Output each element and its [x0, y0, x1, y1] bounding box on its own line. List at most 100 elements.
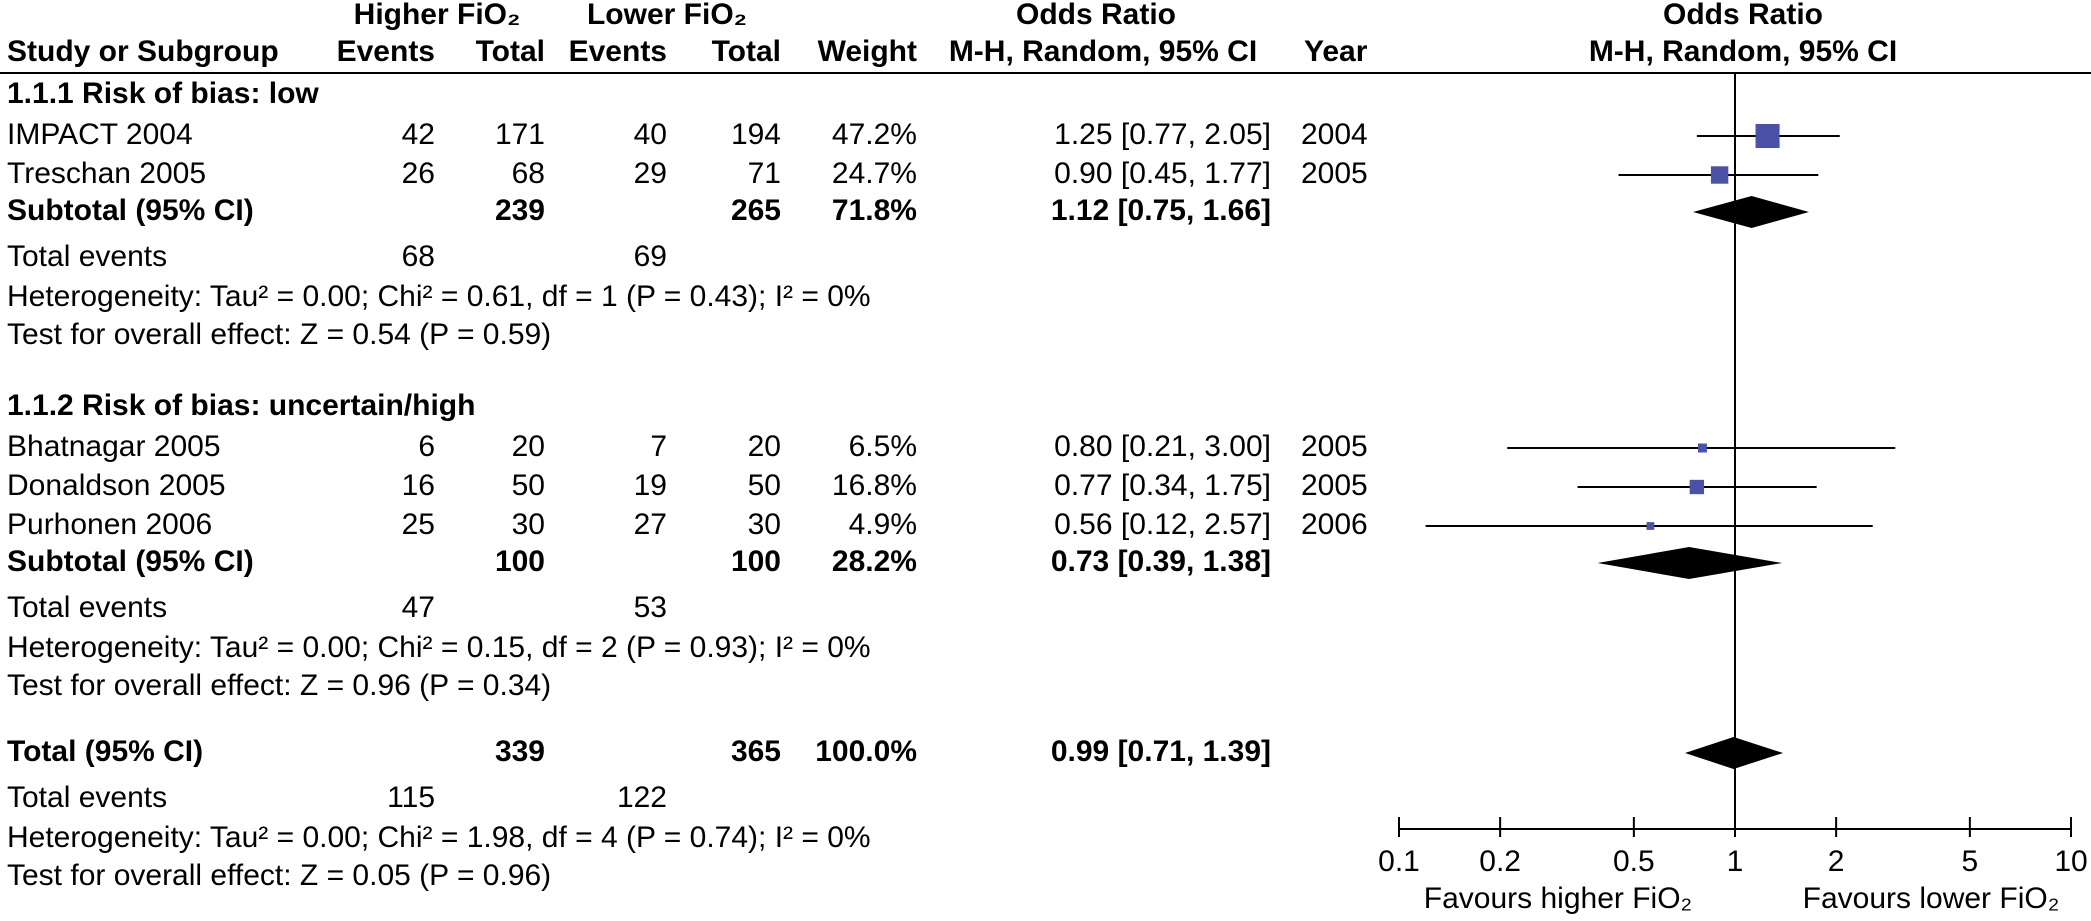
events: 6 [418, 430, 435, 463]
odds-ratio: 0.77 [0.34, 1.75] [1054, 469, 1271, 502]
effect-header: Odds Ratio [1016, 0, 1176, 31]
study-name: Donaldson 2005 [7, 469, 226, 502]
pooled-diamond [1693, 196, 1809, 228]
year: 2006 [1301, 508, 1368, 541]
pooled-diamond [1597, 547, 1782, 579]
year: 2004 [1301, 118, 1368, 151]
pooled-total: 339 [495, 735, 545, 768]
heterogeneity: Heterogeneity: Tau² = 0.00; Chi² = 1.98,… [7, 821, 871, 854]
total: 194 [731, 118, 781, 151]
study-box [1646, 522, 1655, 530]
pooled-label: Subtotal (95% CI) [7, 545, 254, 578]
x-tick-label: 2 [1828, 845, 1845, 878]
total: 50 [748, 469, 781, 502]
pooled-label: Total (95% CI) [7, 735, 203, 768]
total: 30 [748, 508, 781, 541]
column-header: Events [337, 35, 435, 68]
odds-ratio: 0.56 [0.12, 2.57] [1054, 508, 1271, 541]
odds-ratio: 1.25 [0.77, 2.05] [1054, 118, 1271, 151]
x-label-right: Favours lower FiO₂ [1803, 882, 2060, 915]
pooled-weight: 100.0% [815, 735, 917, 768]
overall-effect: Test for overall effect: Z = 0.54 (P = 0… [7, 318, 551, 351]
column-header: Total [476, 35, 545, 68]
total-events: 53 [634, 591, 667, 624]
events: 25 [402, 508, 435, 541]
study-box [1697, 443, 1707, 453]
study-name: Treschan 2005 [7, 157, 206, 190]
total-events: 69 [634, 240, 667, 273]
weight: 6.5% [849, 430, 917, 463]
total-events: 122 [617, 781, 667, 814]
odds-ratio: 0.80 [0.21, 3.00] [1054, 430, 1271, 463]
pooled-label: Subtotal (95% CI) [7, 194, 254, 227]
events: 40 [634, 118, 667, 151]
study-box [1755, 123, 1780, 149]
year: 2005 [1301, 430, 1368, 463]
year: 2005 [1301, 469, 1368, 502]
total: 171 [495, 118, 545, 151]
pooled-total: 365 [731, 735, 781, 768]
total: 20 [748, 430, 781, 463]
total: 71 [748, 157, 781, 190]
pooled-or: 0.99 [0.71, 1.39] [1051, 735, 1271, 768]
study-name: Purhonen 2006 [7, 508, 212, 541]
odds-ratio: 0.90 [0.45, 1.77] [1054, 157, 1271, 190]
heterogeneity: Heterogeneity: Tau² = 0.00; Chi² = 0.61,… [7, 280, 871, 313]
pooled-weight: 71.8% [832, 194, 917, 227]
total-events-label: Total events [7, 240, 167, 273]
method-header: M-H, Random, 95% CI [949, 35, 1257, 68]
x-tick-label: 10 [2054, 845, 2087, 878]
x-tick-label: 5 [1962, 845, 1979, 878]
plot-header: Odds Ratio [1663, 0, 1823, 31]
pooled-total: 265 [731, 194, 781, 227]
column-header: Weight [818, 35, 917, 68]
pooled-weight: 28.2% [832, 545, 917, 578]
heterogeneity: Heterogeneity: Tau² = 0.00; Chi² = 0.15,… [7, 631, 871, 664]
events: 16 [402, 469, 435, 502]
events: 42 [402, 118, 435, 151]
total: 50 [512, 469, 545, 502]
weight: 47.2% [832, 118, 917, 151]
pooled-or: 0.73 [0.39, 1.38] [1051, 545, 1271, 578]
group-header: Lower FiO₂ [587, 0, 747, 31]
weight: 16.8% [832, 469, 917, 502]
overall-effect: Test for overall effect: Z = 0.96 (P = 0… [7, 669, 551, 702]
total: 30 [512, 508, 545, 541]
events: 7 [650, 430, 667, 463]
total: 68 [512, 157, 545, 190]
overall-effect: Test for overall effect: Z = 0.05 (P = 0… [7, 859, 551, 892]
weight: 4.9% [849, 508, 917, 541]
events: 26 [402, 157, 435, 190]
pooled-or: 1.12 [0.75, 1.66] [1051, 194, 1271, 227]
x-tick-label: 0.5 [1613, 845, 1655, 878]
plot-header: M-H, Random, 95% CI [1589, 35, 1897, 68]
x-tick-label: 0.2 [1479, 845, 1521, 878]
column-header: Total [712, 35, 781, 68]
study-box [1689, 479, 1705, 495]
study-name: Bhatnagar 2005 [7, 430, 221, 463]
column-header: Events [569, 35, 667, 68]
events: 27 [634, 508, 667, 541]
total-events: 115 [387, 781, 435, 814]
pooled-total: 239 [495, 194, 545, 227]
study-name: IMPACT 2004 [7, 118, 193, 151]
total-events: 68 [402, 240, 435, 273]
total-events: 47 [402, 591, 435, 624]
column-header: Study or Subgroup [7, 35, 279, 68]
subgroup-title: 1.1.1 Risk of bias: low [7, 77, 319, 110]
pooled-diamond [1685, 737, 1784, 769]
total: 20 [512, 430, 545, 463]
x-tick-label: 0.1 [1378, 845, 1420, 878]
weight: 24.7% [832, 157, 917, 190]
year: 2005 [1301, 157, 1368, 190]
x-tick-label: 1 [1727, 845, 1744, 878]
events: 29 [634, 157, 667, 190]
study-box [1710, 166, 1729, 184]
group-header: Higher FiO₂ [354, 0, 521, 31]
total-events-label: Total events [7, 781, 167, 814]
subgroup-title: 1.1.2 Risk of bias: uncertain/high [7, 389, 475, 422]
x-label-left: Favours higher FiO₂ [1424, 882, 1692, 915]
column-header: Year [1304, 35, 1368, 68]
